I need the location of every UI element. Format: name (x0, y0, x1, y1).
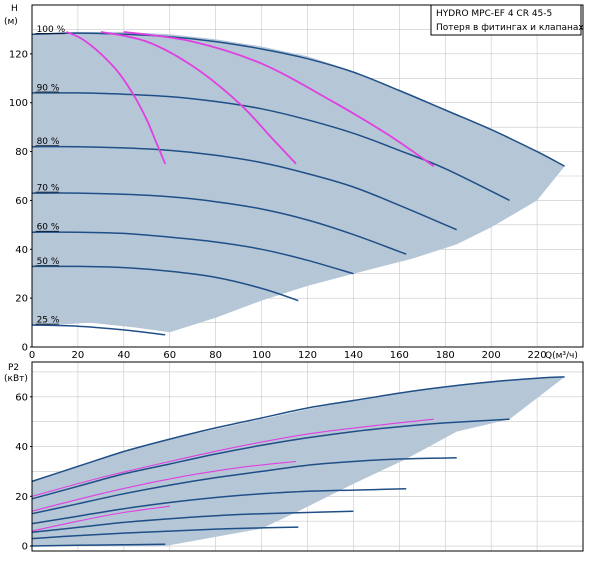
bottom-y-tick-label: 20 (15, 492, 28, 503)
x-tick-label: 100 (252, 350, 271, 361)
speed-label: 50 % (37, 257, 60, 267)
top-loss-curve (100, 31, 297, 165)
x-tick-label: 140 (344, 350, 363, 361)
bottom-y-axis-unit: (кВт) (4, 374, 28, 384)
top-operating-envelope (32, 31, 565, 333)
speed-label: 80 % (37, 137, 60, 147)
top-speed-curve (31, 231, 354, 275)
bottom-speed-curve (31, 456, 457, 515)
speed-label: 100 % (37, 25, 66, 35)
top-plot-area (31, 4, 584, 348)
speed-label: 90 % (37, 83, 60, 93)
top-speed-curve (31, 324, 166, 336)
bottom-plot-area (31, 361, 584, 552)
bottom-loss-curve (31, 460, 297, 512)
bottom-speed-curve (31, 488, 407, 525)
speed-label: 60 % (37, 223, 60, 233)
bottom-loss-curve (31, 505, 170, 532)
legend-loss-label: Потеря в фитингах и клапанах (436, 23, 584, 33)
top-y-tick-label: 120 (9, 49, 28, 60)
x-tick-label: 80 (209, 350, 222, 361)
top-y-tick-label: 80 (15, 147, 28, 158)
top-y-tick-label: 60 (15, 196, 28, 207)
top-y-tick-label: 40 (15, 245, 28, 256)
bottom-speed-curve (31, 543, 166, 547)
top-plot-frame (31, 4, 584, 348)
top-y-axis-label: H (11, 4, 18, 14)
legend-title: HYDRO MPC-EF 4 CR 45-5 (436, 9, 552, 19)
top-speed-curve (31, 265, 299, 302)
top-loss-curve (123, 31, 435, 167)
bottom-y-tick-label: 0 (22, 542, 28, 553)
x-tick-label: 120 (298, 350, 317, 361)
x-tick-label: 160 (390, 350, 409, 361)
top-y-tick-label: 100 (9, 98, 28, 109)
bottom-plot-frame (31, 361, 584, 552)
bottom-speed-curve (31, 418, 510, 500)
bottom-y-axis-label: P2 (8, 363, 19, 373)
top-speed-curve (31, 192, 407, 255)
top-loss-curve (66, 31, 167, 165)
speed-label: 70 % (37, 184, 60, 194)
bottom-loss-curve (31, 418, 434, 497)
top-y-tick-label: 20 (15, 294, 28, 305)
bottom-speed-curve (31, 526, 299, 540)
top-legend: HYDRO MPC-EF 4 CR 45-5 Потеря в фитингах… (430, 4, 584, 36)
bottom-y-tick-label: 60 (15, 392, 28, 403)
bottom-speed-curve (31, 510, 354, 534)
x-tick-label: 180 (436, 350, 455, 361)
top-speed-curve (31, 145, 457, 231)
top-speed-curve (31, 32, 565, 167)
speed-label: 25 % (37, 316, 60, 326)
x-tick-label: 20 (72, 350, 85, 361)
x-axis-label: Q(м³/ч) (545, 351, 578, 361)
x-tick-label: 220 (528, 350, 547, 361)
bottom-y-tick-label: 40 (15, 442, 28, 453)
x-tick-label: 60 (163, 350, 176, 361)
bottom-speed-curve (31, 376, 565, 483)
top-y-tick-label: 0 (22, 343, 28, 354)
head-flow-chart: H (м) Q(м³/ч) HYDRO MPC-EF 4 CR 45-5 Пот… (4, 4, 584, 361)
x-tick-label: 200 (482, 350, 501, 361)
x-tick-label: 40 (117, 350, 130, 361)
power-flow-chart: P2 (кВт) 0 20 40 60 (4, 361, 584, 553)
top-y-axis-unit: (м) (4, 17, 18, 27)
top-speed-curve (31, 92, 510, 202)
x-tick-label: 0 (29, 350, 35, 361)
